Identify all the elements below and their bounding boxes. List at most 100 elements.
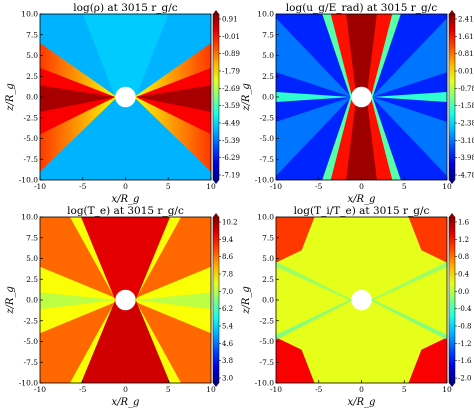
y-tick-label: -5.0: [24, 134, 39, 143]
horizon-mask: [115, 289, 136, 311]
y-tick-label: 2.5: [262, 72, 274, 81]
y-tick-label: 2.5: [26, 275, 38, 284]
colorbar-tick-label: 3.0: [222, 375, 233, 383]
colorbar-extend-bottom: [213, 180, 219, 184]
colorbar-extend-top: [449, 10, 455, 14]
y-tick-label: -2.5: [24, 113, 39, 122]
y-tick-label: 2.5: [26, 72, 38, 81]
colorbar-tick-label: 7.0: [222, 288, 233, 296]
colorbar-tick-label: -4.49: [222, 120, 240, 128]
heatmap-field: [40, 14, 211, 180]
colorbar-tick-label: -3.59: [222, 102, 240, 110]
panel-title: log(T_i/T_e) at 3015 r_g/c: [294, 205, 430, 217]
x-tick-label: 0: [359, 182, 364, 191]
panel-title: log(ρ) at 3015 r_g/c: [73, 2, 178, 14]
x-tick-label: 0: [123, 385, 128, 394]
colorbar-tick-label: 0.0: [458, 288, 469, 296]
y-tick-label: 0.0: [26, 296, 38, 305]
colorbar-tick-label: -6.29: [222, 154, 240, 162]
colorbar: [212, 13, 220, 181]
colorbar-extend-bottom: [449, 180, 455, 184]
x-tick-label: -10: [34, 385, 46, 394]
x-axis-label: x/R_g: [348, 194, 376, 205]
y-axis-label: z/R_g: [241, 286, 252, 315]
x-tick-label: 5: [166, 385, 171, 394]
x-tick-label: -5: [315, 385, 323, 394]
y-tick-label: -5.0: [260, 337, 275, 346]
colorbar-tick-label: -3.186: [458, 137, 474, 145]
x-tick-label: 5: [402, 385, 407, 394]
y-tick-label: -5.0: [260, 134, 275, 143]
colorbar-tick-label: 9.4: [222, 236, 234, 244]
y-tick-label: 7.5: [26, 30, 38, 39]
colorbar-tick-label: 0.91: [222, 16, 238, 24]
y-tick-label: -7.5: [24, 358, 39, 367]
colorbar-tick-label: -1.2: [458, 340, 472, 348]
panel-3: log(T_e) at 3015 r_g/c -10 -5 0 5 10 10.0 7.5 5.…: [5, 205, 238, 408]
colorbar-tick-label: 1.613: [458, 33, 474, 41]
y-tick-label: 0.0: [262, 93, 274, 102]
y-axis-label: z/R_g: [241, 83, 252, 112]
colorbar: [448, 216, 456, 384]
x-tick-label: 10: [442, 385, 452, 394]
panel-2: log(u_g/E_rad) at 3015 r_g/c -10 -5 0 5 10 10.…: [241, 2, 474, 205]
y-tick-label: 2.5: [262, 275, 274, 284]
colorbar-tick-label: -0.786: [458, 85, 474, 93]
y-tick-label: -7.5: [24, 155, 39, 164]
y-tick-label: -5.0: [24, 337, 39, 346]
colorbar-tick-label: 4.6: [222, 340, 234, 348]
panel-title: log(u_g/E_rad) at 3015 r_g/c: [286, 2, 438, 14]
y-tick-label: 10.0: [21, 10, 38, 19]
y-axis-label: z/R_g: [5, 286, 16, 315]
x-tick-label: 0: [123, 182, 128, 191]
colorbar-tick-label: -0.4: [458, 305, 472, 313]
y-tick-label: 5.0: [26, 51, 38, 60]
y-tick-label: -7.5: [260, 155, 275, 164]
y-tick-label: 5.0: [26, 254, 38, 263]
y-tick-label: -2.5: [24, 316, 39, 325]
x-tick-label: -10: [270, 182, 282, 191]
horizon-mask: [351, 289, 372, 311]
panel-1: log(ρ) at 3015 r_g/c -10 -5 0 5 10 10.0 7.5 5.0 2…: [5, 2, 240, 205]
colorbar-tick-label: -7.19: [222, 172, 240, 180]
colorbar-tick-label: 10.2: [222, 219, 238, 227]
y-tick-label: -10.0: [255, 176, 274, 185]
colorbar-tick-label: -2.69: [222, 85, 240, 93]
colorbar-tick-label: -0.01: [222, 33, 240, 41]
horizon-mask: [115, 86, 136, 108]
x-tick-label: -10: [270, 385, 282, 394]
colorbar-tick-label: 0.8: [458, 253, 469, 261]
panel-title: log(T_e) at 3015 r_g/c: [67, 205, 184, 217]
y-tick-label: 10.0: [257, 213, 274, 222]
y-tick-label: -10.0: [255, 379, 274, 388]
y-tick-label: 7.5: [262, 233, 274, 242]
y-tick-label: 0.0: [262, 296, 274, 305]
heatmap-field: [40, 217, 211, 383]
colorbar-tick-label: -2.0: [458, 375, 472, 383]
x-axis-label: x/R_g: [112, 194, 140, 205]
y-tick-label: -7.5: [260, 358, 275, 367]
x-tick-label: -5: [315, 182, 323, 191]
colorbar-tick-label: 1.6: [458, 219, 470, 227]
y-tick-label: 5.0: [262, 254, 274, 263]
colorbar-tick-label: -1.6: [458, 357, 472, 365]
colorbar-tick-label: 6.2: [222, 305, 233, 313]
colorbar-tick-label: 1.2: [458, 236, 469, 244]
colorbar-tick-label: 0.813: [458, 50, 474, 58]
y-tick-label: 10.0: [257, 10, 274, 19]
colorbar-tick-label: -5.39: [222, 137, 240, 145]
colorbar-tick-label: -1.586: [458, 102, 474, 110]
colorbar-extend-top: [449, 213, 455, 217]
x-tick-label: 10: [206, 182, 216, 191]
x-tick-label: 5: [402, 182, 407, 191]
x-tick-label: 5: [166, 182, 171, 191]
colorbar-tick-label: 7.8: [222, 271, 233, 279]
colorbar-tick-label: -3.986: [458, 154, 474, 162]
x-tick-label: 10: [206, 385, 216, 394]
panel-4: log(T_i/T_e) at 3015 r_g/c -10 -5 0 5 10 10.0 7…: [241, 205, 472, 408]
colorbar-tick-label: -0.8: [458, 323, 472, 331]
colorbar-tick-label: 2.413: [458, 16, 474, 24]
heatmap-field: [276, 14, 447, 180]
colorbar: [448, 13, 456, 181]
